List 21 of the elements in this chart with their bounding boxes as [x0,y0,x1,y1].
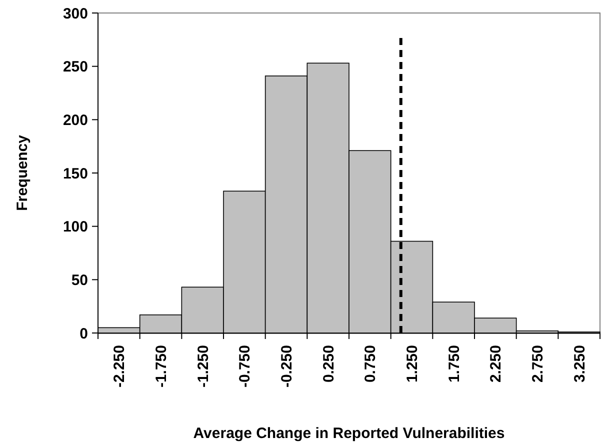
y-tick-label: 150 [62,165,88,182]
x-tick-label: -0.250 [278,345,296,388]
x-tick-label: -1.250 [194,345,212,388]
y-tick-label: 300 [62,5,88,22]
y-tick-label: 50 [71,272,88,289]
x-tick-label: 3.250 [571,345,588,383]
y-tick-label: 250 [62,58,88,76]
x-tick-label: 1.750 [446,345,463,383]
x-tick-label: 2.750 [530,345,546,383]
x-tick-label: 1.250 [404,345,421,383]
y-axis-title: Frequency [14,134,31,211]
x-tick-label: 2.250 [488,345,505,383]
x-tick-label: -0.750 [236,345,254,388]
x-axis-title: Average Change in Reported Vulnerabilities [193,425,505,442]
x-tick-label: 0.750 [362,345,380,383]
y-tick-label: 200 [62,112,88,129]
x-tick-label: 0.250 [320,345,338,383]
y-tick-label: 0 [80,325,88,342]
y-tick-label: 100 [62,218,88,236]
x-tick-label: -2.250 [111,345,128,388]
x-tick-label: -1.750 [153,345,170,388]
